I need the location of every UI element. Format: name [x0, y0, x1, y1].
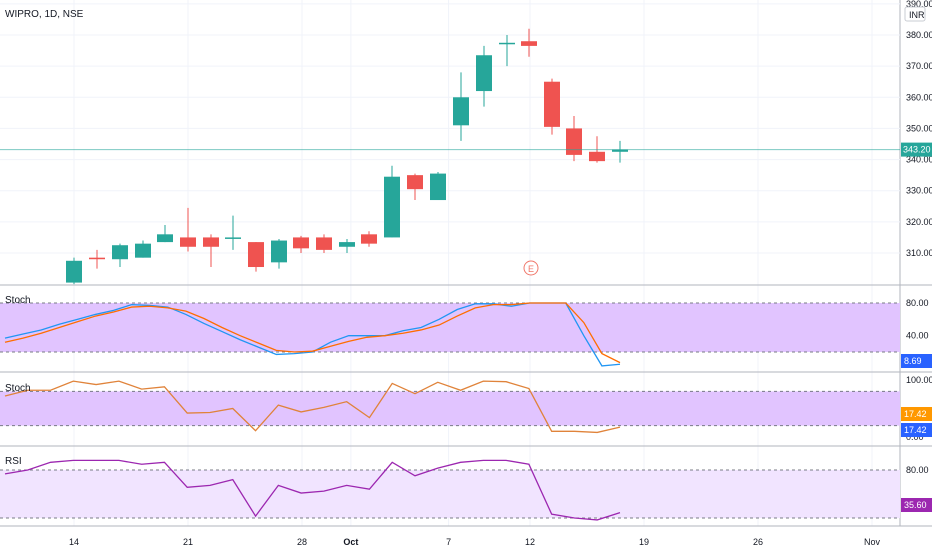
x-tick-label: 19 — [639, 537, 649, 547]
price-tick-label: 370.00 — [906, 61, 932, 71]
candlestick-series — [66, 28, 628, 285]
stoch-d-line — [4, 302, 621, 364]
candle-body — [316, 237, 332, 250]
indicator-band — [0, 391, 900, 426]
candle-body — [361, 234, 377, 244]
x-tick-label: 21 — [183, 537, 193, 547]
stoch-title-1: Stoch — [5, 295, 31, 306]
candle-body — [521, 41, 537, 46]
candle-body — [430, 173, 446, 201]
candle-body — [589, 151, 605, 162]
indicator-band — [0, 470, 900, 518]
stoch-title-2: Stoch — [5, 383, 31, 394]
indicator-tick-label: 80.00 — [906, 465, 929, 475]
indicator-value-tag — [901, 354, 932, 368]
candle-body — [89, 257, 105, 260]
grid-lines — [0, 0, 932, 527]
currency-badge[interactable] — [904, 6, 926, 22]
indicator-value-label: 8.69 — [904, 356, 922, 366]
candle-body — [612, 149, 628, 152]
candle-body — [66, 260, 82, 283]
price-tick-label: 390.00 — [906, 0, 932, 9]
indicator-tick-label: 80.00 — [906, 298, 929, 308]
stoch-k-line — [4, 302, 621, 367]
candle-body — [407, 175, 423, 190]
indicator-value-label: 17.42 — [904, 425, 927, 435]
price-tick-label: 330.00 — [906, 186, 932, 196]
candle-body — [293, 237, 309, 249]
indicator-value-label: 35.60 — [904, 500, 927, 510]
candle-body — [453, 97, 469, 126]
candle-body — [203, 237, 219, 247]
candle-body — [248, 242, 264, 268]
x-tick-label: Oct — [343, 537, 358, 547]
stoch2-line — [4, 380, 621, 434]
indicator-value-label: 17.42 — [904, 409, 927, 419]
candle-body — [271, 240, 287, 263]
indicator-bands — [0, 302, 900, 519]
indicator-value-tag — [901, 498, 932, 512]
x-tick-label: 26 — [753, 537, 763, 547]
last-price-value: 343.20 — [903, 145, 931, 155]
price-tick-label: 380.00 — [906, 30, 932, 40]
price-tick-label: 340.00 — [906, 155, 932, 165]
candle-body — [339, 242, 355, 247]
x-tick-label: 14 — [69, 537, 79, 547]
price-axes: 14 21 28 Oct 7 12 19 26 Nov 310.00 320.00 330.00 340… — [69, 0, 932, 547]
price-tick-label: 310.00 — [906, 248, 932, 258]
candle-body — [180, 237, 196, 247]
candle-body — [384, 176, 400, 238]
indicator-value-tag — [901, 407, 932, 421]
indicator-tick-label: 40.00 — [906, 331, 929, 341]
candle-body — [225, 237, 241, 239]
indicator-band — [0, 303, 900, 352]
currency-label: INR — [909, 10, 925, 20]
candle-body — [499, 42, 515, 45]
indicator-lines — [0, 149, 900, 521]
x-tick-label: 12 — [525, 537, 535, 547]
candle-body — [112, 245, 128, 260]
rsi-title: RSI — [5, 456, 22, 467]
x-tick-label: Nov — [864, 537, 881, 547]
candle-body — [544, 81, 560, 127]
indicator-value-tag — [901, 423, 932, 437]
candle-body — [476, 55, 492, 92]
earnings-marker-icon[interactable] — [523, 260, 539, 276]
price-tick-label: 360.00 — [906, 92, 932, 102]
price-tick-label: 350.00 — [906, 123, 932, 133]
x-tick-label: 7 — [446, 537, 451, 547]
symbol-title: WIPRO, 1D, NSE — [5, 9, 84, 20]
indicator-tick-label: 100.00 — [906, 375, 932, 385]
candle-body — [135, 243, 151, 258]
earnings-marker-label: E — [528, 264, 534, 274]
candle-body — [566, 128, 582, 155]
x-tick-label: 28 — [297, 537, 307, 547]
rsi-line — [4, 459, 621, 521]
price-tick-label: 320.00 — [906, 217, 932, 227]
last-price-tag — [901, 142, 932, 157]
candle-body — [157, 234, 173, 243]
